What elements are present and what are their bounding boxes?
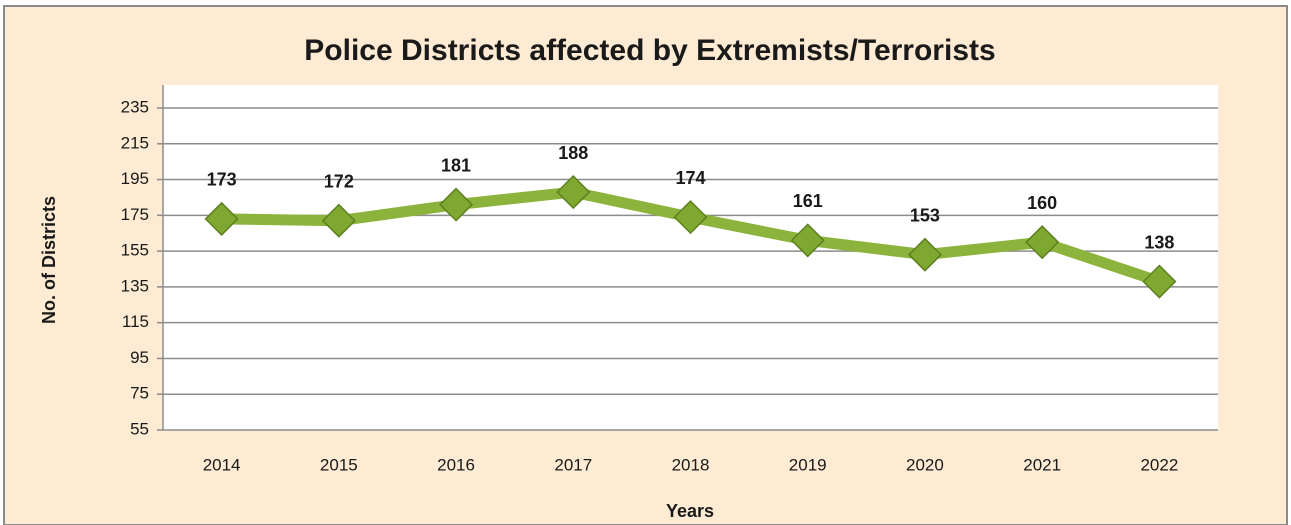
y-axis-label: No. of Districts [39,196,59,324]
data-point [321,203,356,238]
data-point [1142,264,1177,299]
data-label: 153 [910,205,940,225]
y-tick-label: 155 [121,241,149,260]
data-label: 188 [558,143,588,163]
data-point [204,201,239,236]
y-tick-label: 135 [121,276,149,295]
data-label: 181 [441,155,471,175]
data-point [790,223,825,258]
data-point [673,200,708,235]
data-point [1025,225,1060,260]
y-tick-label: 195 [121,169,149,188]
x-tick-label: 2017 [554,455,592,474]
data-label: 161 [793,191,823,211]
x-tick-label: 2014 [203,455,241,474]
x-tick-label: 2016 [437,455,475,474]
x-tick-label: 2022 [1140,455,1178,474]
x-axis-label: Years [666,501,714,521]
y-tick-label: 115 [122,312,149,331]
y-tick-label: 95 [130,348,149,367]
chart-title: Police Districts affected by Extremists/… [304,34,995,67]
x-tick-label: 2021 [1023,455,1061,474]
data-label: 174 [675,168,705,188]
x-tick-label: 2015 [320,455,358,474]
y-tick-label: 215 [121,133,149,152]
data-label: 172 [324,171,354,191]
y-tick-label: 235 [121,97,149,116]
y-tick-label: 175 [121,205,149,224]
y-tick-label: 55 [130,419,149,438]
data-point [907,237,943,272]
data-label: 138 [1144,232,1174,252]
data-label: 160 [1027,193,1057,213]
x-tick-label: 2019 [789,455,827,474]
data-label: 173 [207,170,237,190]
data-point [556,175,591,210]
data-point [438,187,474,222]
y-tick-label: 75 [130,384,149,403]
x-tick-label: 2018 [672,455,710,474]
plot-area [163,85,1218,430]
x-tick-label: 2020 [906,455,944,474]
